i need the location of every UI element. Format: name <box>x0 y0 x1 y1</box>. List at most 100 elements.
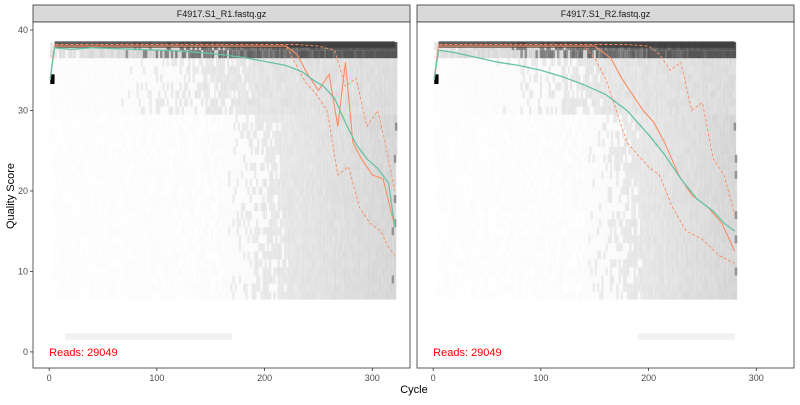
heat-cell <box>310 195 312 203</box>
heat-cell <box>81 155 83 163</box>
heat-cell <box>394 187 396 195</box>
heat-cell <box>304 131 306 139</box>
heat-cell <box>125 235 127 243</box>
heat-cell <box>205 90 207 98</box>
heat-cell <box>182 58 184 66</box>
heat-cell <box>98 115 100 123</box>
heat-cell <box>385 227 387 235</box>
heat-cell <box>135 219 137 227</box>
heat-cell <box>532 292 534 300</box>
heat-cell <box>140 292 142 300</box>
heat-cell <box>158 82 160 90</box>
heat-cell <box>157 227 159 235</box>
heat-cell <box>104 123 106 131</box>
heat-cell <box>88 243 90 251</box>
heat-cell <box>196 275 198 283</box>
heat-cell <box>262 179 264 187</box>
heat-cell <box>145 147 147 155</box>
heat-cell <box>92 179 94 187</box>
heat-cell <box>184 82 186 90</box>
heat-cell <box>224 259 226 267</box>
heat-cell <box>256 267 258 275</box>
heat-cell <box>318 195 320 203</box>
heat-cell <box>270 82 272 90</box>
heat-cell <box>279 66 281 74</box>
heat-cell <box>57 90 59 98</box>
heat-cell <box>276 131 278 139</box>
heat-cell <box>356 66 358 74</box>
heat-cell <box>247 251 249 259</box>
heat-cell <box>72 90 74 98</box>
heat-cell <box>388 106 390 114</box>
heat-cell <box>144 259 146 267</box>
heat-cell <box>209 284 211 292</box>
heat-cell <box>358 74 360 82</box>
heat-cell <box>204 155 206 163</box>
heat-cell <box>187 179 189 187</box>
heat-cell <box>225 74 227 82</box>
heat-cell <box>288 187 290 195</box>
heat-cell <box>395 66 397 74</box>
heat-cell <box>186 58 188 66</box>
heat-cell <box>217 284 219 292</box>
heat-cell <box>225 66 227 74</box>
heat-cell <box>303 155 305 163</box>
heat-cell <box>150 292 152 300</box>
heat-cell <box>346 267 348 275</box>
heat-cell <box>207 82 209 90</box>
heat-cell <box>276 147 278 155</box>
heat-cell <box>246 98 248 106</box>
heat-cell <box>498 275 500 283</box>
heat-cell <box>290 267 292 275</box>
heat-cell <box>66 203 68 211</box>
heat-cell <box>239 267 241 275</box>
heat-cell <box>275 243 277 251</box>
heat-cell <box>526 292 528 300</box>
heat-cell <box>109 251 111 259</box>
heat-cell <box>106 123 108 131</box>
heat-cell <box>380 82 382 90</box>
heat-cell <box>185 219 187 227</box>
heat-cell <box>340 243 342 251</box>
heat-cell <box>299 211 301 219</box>
heat-cell <box>289 82 291 90</box>
heat-cell <box>334 171 336 179</box>
heat-cell <box>80 139 82 147</box>
heat-cell <box>141 115 143 123</box>
heat-cell <box>181 292 183 300</box>
heat-cell <box>351 219 353 227</box>
heat-cell <box>101 203 103 211</box>
heat-cell <box>394 284 396 292</box>
heat-cell <box>182 98 184 106</box>
heat-cell <box>205 123 207 131</box>
heat-cell <box>478 275 480 283</box>
heat-cell <box>81 267 83 275</box>
heat-cell <box>125 219 127 227</box>
heat-cell <box>478 292 480 300</box>
heat-cell <box>321 163 323 171</box>
heat-cell <box>127 227 129 235</box>
heat-cell <box>206 195 208 203</box>
heat-cell <box>157 155 159 163</box>
heat-cell <box>242 115 244 123</box>
heat-cell <box>182 74 184 82</box>
heat-cell <box>306 275 308 283</box>
heat-cell <box>148 284 150 292</box>
heat-cell <box>224 243 226 251</box>
heat-cell <box>104 74 106 82</box>
heat-cell <box>105 292 107 300</box>
heat-cell <box>201 139 203 147</box>
heat-cell <box>196 163 198 171</box>
heat-cell <box>323 227 325 235</box>
heat-cell <box>364 243 366 251</box>
heat-cell <box>202 227 204 235</box>
heat-cell <box>341 131 343 139</box>
heat-cell <box>301 203 303 211</box>
heat-cell <box>99 259 101 267</box>
heat-cell <box>352 66 354 74</box>
heat-cell <box>105 187 107 195</box>
heat-cell <box>179 106 181 114</box>
heat-cell <box>65 74 67 82</box>
heat-cell <box>127 203 129 211</box>
heat-cell <box>232 235 234 243</box>
